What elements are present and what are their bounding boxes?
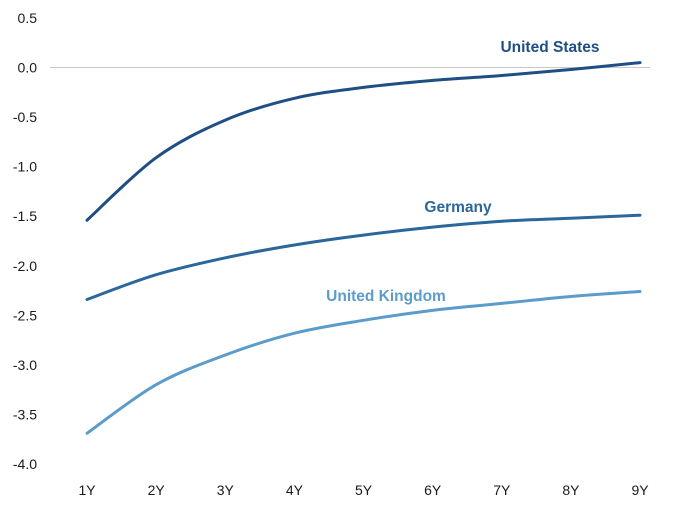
y-tick-label: -3.5: [13, 406, 37, 422]
series-label-germany: Germany: [424, 199, 492, 216]
x-tick-label: 1Y: [78, 482, 96, 498]
x-tick-label: 9Y: [631, 482, 649, 498]
y-tick-label: -3.0: [13, 357, 37, 373]
y-axis-ticks: 0.5 0.0 -0.5 -1.0 -1.5 -2.0 -2.5 -3.0 -3.5 -4.0: [13, 10, 37, 472]
x-tick-label: 4Y: [286, 482, 304, 498]
x-tick-label: 2Y: [148, 482, 166, 498]
y-tick-label: -0.5: [13, 109, 37, 125]
y-tick-label: -4.0: [13, 456, 37, 472]
series-lines: [85, 61, 642, 435]
y-tick-label: -2.0: [13, 258, 37, 274]
series-line-united-kingdom: [85, 290, 642, 435]
series-label-united-states: United States: [500, 39, 599, 56]
x-tick-label: 3Y: [217, 482, 235, 498]
y-tick-label: 0.5: [18, 10, 38, 26]
x-tick-label: 6Y: [424, 482, 442, 498]
y-tick-label: -1.5: [13, 208, 37, 224]
x-tick-label: 8Y: [562, 482, 580, 498]
y-tick-label: -2.5: [13, 307, 37, 323]
y-tick-label: -1.0: [13, 159, 37, 175]
y-tick-label: 0.0: [18, 60, 38, 76]
series-label-united-kingdom: United Kingdom: [326, 288, 446, 305]
x-tick-label: 7Y: [493, 482, 511, 498]
series-line-united-states: [85, 61, 642, 222]
x-tick-label: 5Y: [355, 482, 373, 498]
series-line-germany: [85, 213, 642, 301]
series-labels: United States Germany United Kingdom: [326, 39, 599, 305]
x-axis-ticks: 1Y 2Y 3Y 4Y 5Y 6Y 7Y 8Y 9Y: [78, 482, 649, 498]
